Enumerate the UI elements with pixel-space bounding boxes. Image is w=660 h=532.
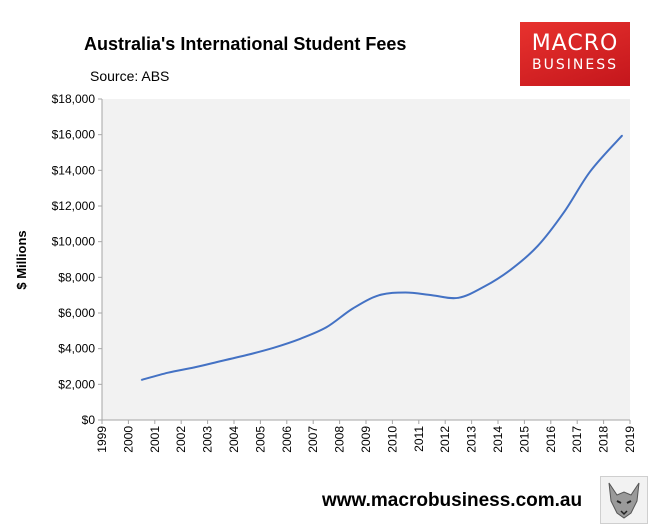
x-tick-label: 2012 [438,426,452,453]
x-tick-label: 2003 [201,426,215,453]
data-point [272,346,275,349]
data-point [220,360,222,362]
fox-icon [600,476,648,524]
data-point [510,268,512,271]
x-tick-label: 2016 [544,426,558,453]
x-tick-label: 2002 [174,426,188,453]
y-tick-label: $0 [82,413,96,427]
x-tick-label: 2017 [570,426,584,453]
data-point [457,297,460,299]
data-point [621,134,623,137]
series-points [140,134,623,381]
data-point [404,291,407,294]
y-tick-label: $4,000 [58,342,95,356]
y-tick-label: $6,000 [58,306,95,320]
y-tick-label: $8,000 [58,270,95,284]
data-point [193,366,196,369]
y-tick-label: $14,000 [52,163,96,177]
chart-title: Australia's International Student Fees [84,34,407,54]
x-tick-label: 2001 [148,426,162,453]
logo-line-macro: MACRO [531,31,619,56]
data-point [325,326,328,329]
data-point [167,371,169,374]
y-axis-ticks: $0 $2,000 $4,000 $6,000 $8,000 $10,000 $12,000… [52,92,102,427]
data-point [378,294,381,296]
macrobusiness-logo: MACRO BUSINESS [520,22,630,86]
data-point [484,285,486,288]
y-tick-label: $18,000 [52,92,96,106]
x-tick-label: 2018 [597,426,611,453]
data-point [536,245,539,247]
y-tick-label: $10,000 [52,235,96,249]
x-axis-ticks: 1999 2000 2001 2002 2003 2004 2005 2006 2007 2008… [95,420,637,453]
x-tick-label: 2007 [306,426,320,453]
y-axis-label: $ Millions [14,230,29,289]
data-point [431,294,433,296]
x-tick-label: 2005 [253,426,267,453]
plot-area [102,99,630,420]
x-tick-label: 2000 [121,426,135,453]
x-tick-label: 2006 [280,426,294,453]
y-tick-label: $12,000 [52,199,96,213]
x-tick-label: 2019 [623,426,637,453]
data-point [589,170,592,173]
data-point [140,379,143,381]
x-tick-label: 2014 [491,426,505,453]
x-tick-label: 2004 [227,426,241,453]
data-point [299,338,301,340]
logo-line-business: BUSINESS [532,57,618,73]
x-tick-label: 2015 [517,426,531,453]
x-tick-label: 1999 [95,426,109,453]
data-point [246,354,248,356]
x-tick-label: 2009 [359,426,373,453]
x-tick-label: 2013 [465,426,479,453]
footer-url[interactable]: www.macrobusiness.com.au [322,490,583,511]
y-tick-label: $16,000 [52,128,96,142]
y-tick-label: $2,000 [58,377,95,391]
data-point [563,211,565,214]
x-tick-label: 2011 [412,426,426,452]
x-tick-label: 2008 [333,426,347,453]
chart-source: Source: ABS [90,68,170,84]
data-point [352,307,354,310]
x-tick-label: 2010 [385,426,399,453]
